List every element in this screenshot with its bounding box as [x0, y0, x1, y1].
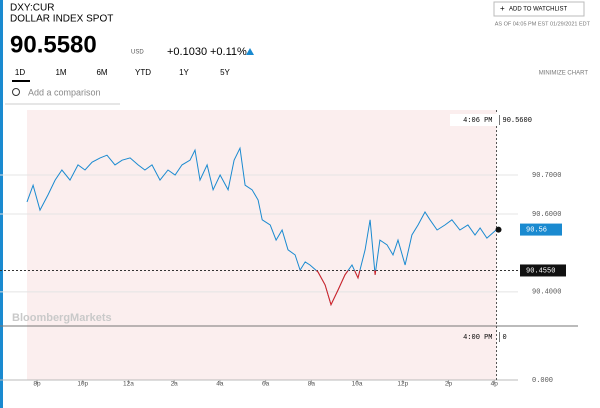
x-tick-label: 4a [216, 381, 224, 388]
last-label: 90.56 [526, 226, 547, 234]
x-tick-label: 2a [171, 381, 179, 388]
name: DOLLAR INDEX SPOT [10, 14, 113, 25]
x-tick-label: 6a [262, 381, 270, 388]
plot-background [26, 110, 497, 380]
volume-value: 0 [503, 334, 507, 342]
x-tick-label: 10a [352, 381, 363, 388]
price-line [26, 146, 497, 307]
price: 90.5580 [10, 31, 97, 58]
search-icon [12, 88, 20, 96]
x-tick-label: 2p [445, 381, 453, 388]
x-tick-label: 4p [491, 381, 499, 388]
y-tick-label: 90.7000 [532, 172, 561, 180]
x-tick-label: 10p [77, 381, 88, 388]
y-tick-label: 90.4000 [532, 289, 561, 297]
x-tick-label: 8p [33, 381, 41, 388]
volume-tick-label: 0.000 [532, 377, 553, 385]
crosshair-tag [450, 114, 534, 126]
tab[interactable]: 6M [96, 68, 107, 77]
ticker: DXY:CUR [10, 3, 54, 14]
chart: 90.7000 90.6000 90.4000 8p 10p 12a 2a 4a 6a 8a 10a… [0, 110, 578, 388]
left-bar [0, 0, 3, 408]
x-tick-label: 8a [308, 381, 316, 388]
tabs: 1D 1M 6M YTD 1Y 5Y [12, 68, 231, 82]
currency: USD [131, 50, 144, 56]
plus: + [500, 4, 505, 13]
previous-close-tag [520, 264, 566, 277]
change: +0.1030 [167, 46, 207, 58]
last-tag [520, 223, 562, 236]
tab[interactable]: 5Y [220, 68, 230, 77]
up-arrow [246, 48, 254, 55]
crosshair-time: 4:06 PM [463, 117, 492, 125]
crosshair-value: 90.5600 [503, 117, 532, 125]
watchlist-button[interactable] [493, 1, 585, 17]
change-pct: +0.11% [210, 46, 247, 58]
minimize[interactable]: MINIMIZE CHART [539, 71, 589, 77]
tab[interactable]: 1D [15, 68, 25, 77]
tab[interactable]: 1Y [179, 68, 189, 77]
tab[interactable]: YTD [135, 68, 151, 77]
last-point [495, 226, 502, 233]
watermark: BloombergMarkets [12, 312, 112, 324]
y-tick-label: 90.6000 [532, 211, 561, 219]
x-tick-label: 12a [123, 381, 134, 388]
comparison[interactable]: Add a comparison [28, 87, 101, 97]
volume-time: 4:00 PM [463, 334, 492, 342]
watchlist-label[interactable]: ADD TO WATCHLIST [509, 7, 567, 13]
tab[interactable]: 1M [55, 68, 66, 77]
as-of: AS OF 04:05 PM EST 01/29/2021 EDT [495, 21, 591, 27]
previous-close-label: 90.4550 [526, 267, 555, 275]
x-tick-label: 12p [397, 381, 408, 388]
